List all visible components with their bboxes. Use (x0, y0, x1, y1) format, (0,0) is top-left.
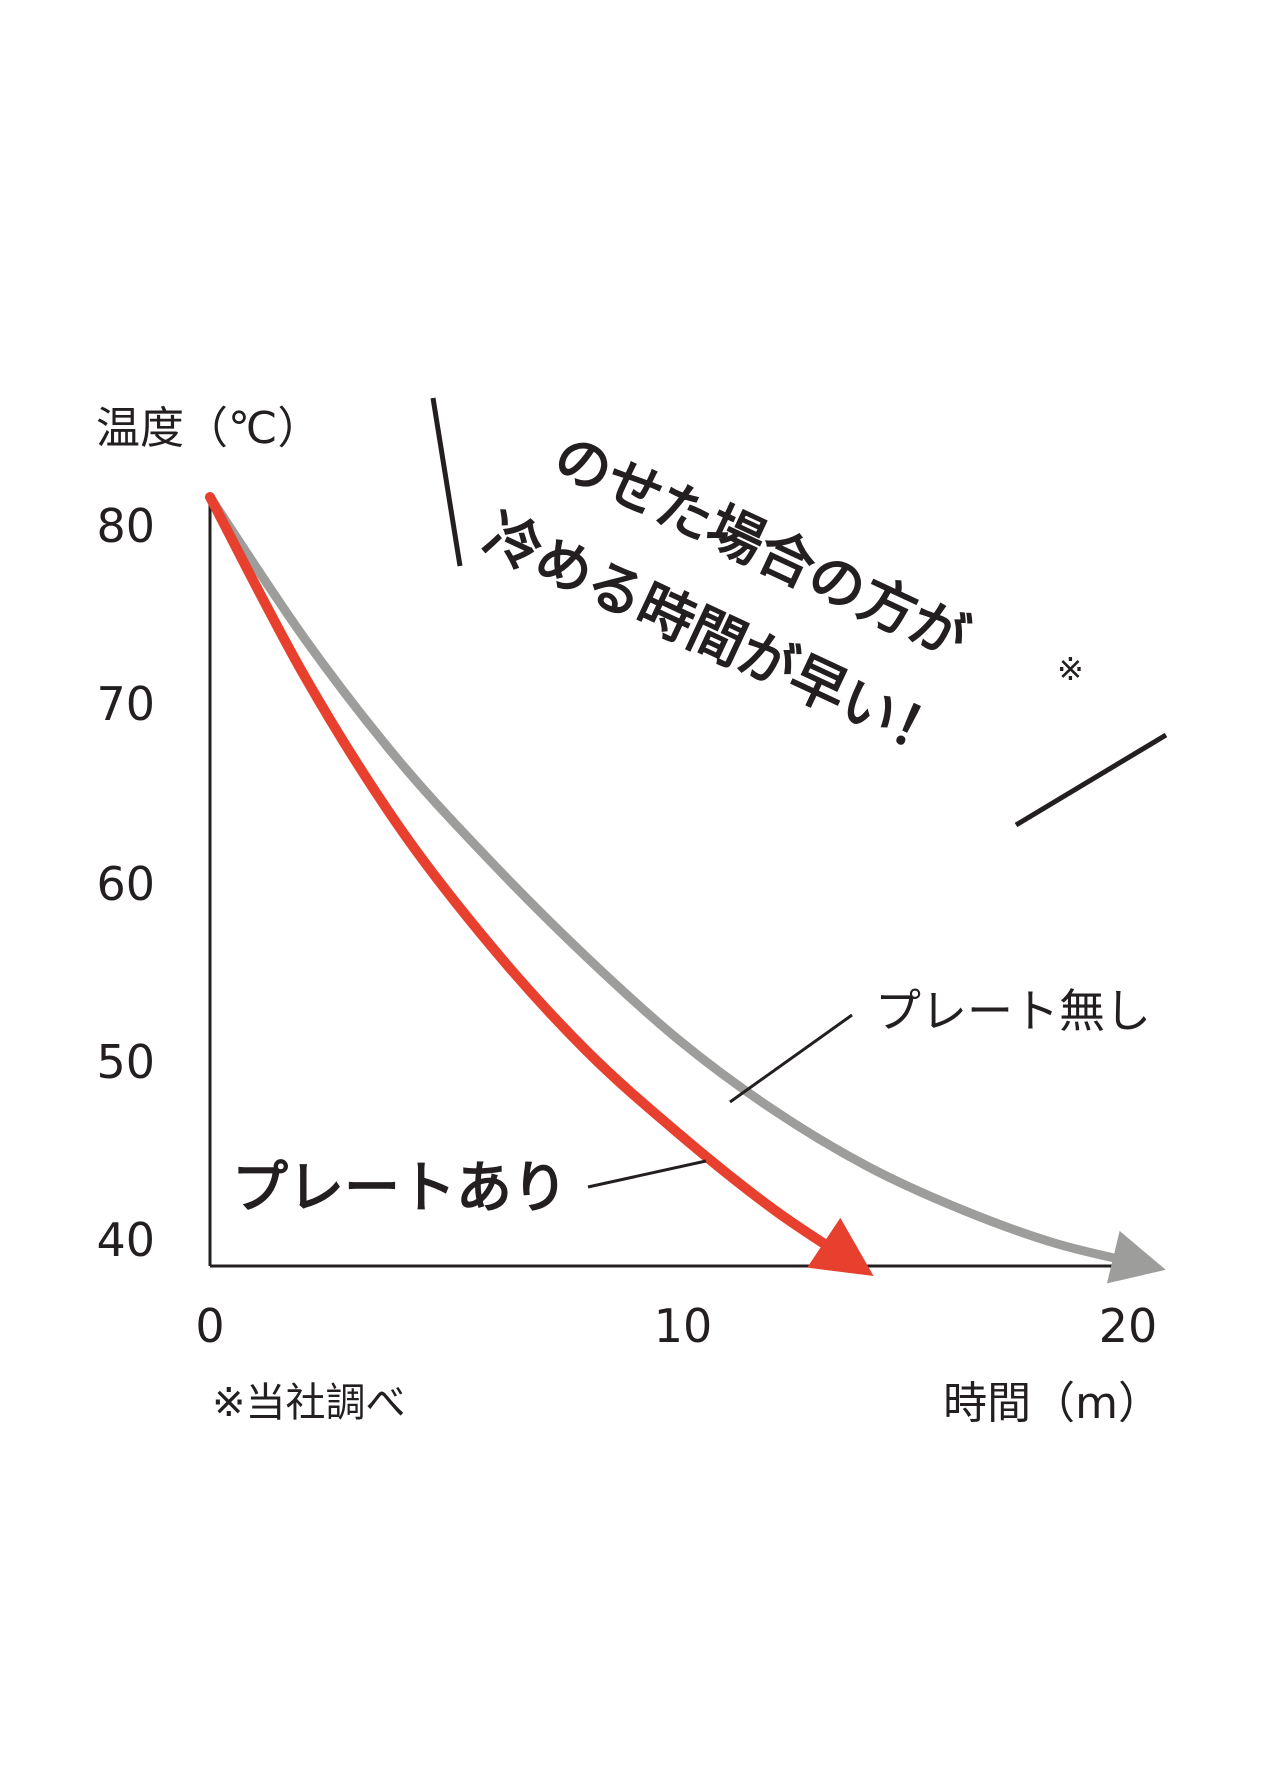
headline-accent-line-top (430, 397, 463, 567)
headline-accent-line-bottom (1014, 732, 1168, 828)
leader-line-no-plate (729, 1013, 853, 1104)
series-line-with-plate (205, 492, 874, 1276)
headline-footnote-mark: ※ (1057, 650, 1084, 688)
source-note: ※当社調べ (212, 1380, 406, 1426)
y-axis-title: 温度（℃） (96, 403, 321, 454)
headline: のせた場合の方が 冷める時間が早い！ (475, 424, 978, 774)
y-tick-label: 50 (96, 1035, 155, 1089)
y-tick-label: 80 (96, 499, 155, 553)
y-tick-label: 70 (96, 677, 155, 731)
x-tick-label: 0 (195, 1299, 224, 1353)
y-tick-label: 40 (96, 1213, 155, 1267)
series-line-no-plate (205, 492, 1166, 1284)
leader-line-with-plate (587, 1159, 707, 1189)
y-tick-label: 60 (96, 857, 155, 911)
x-tick-label: 10 (654, 1299, 713, 1353)
x-axis-title: 時間（m） (943, 1378, 1162, 1429)
x-tick-label: 20 (1099, 1299, 1158, 1353)
series-label-no-plate: プレート無し (875, 984, 1151, 1038)
series-label-with-plate: プレートあり (232, 1156, 568, 1221)
